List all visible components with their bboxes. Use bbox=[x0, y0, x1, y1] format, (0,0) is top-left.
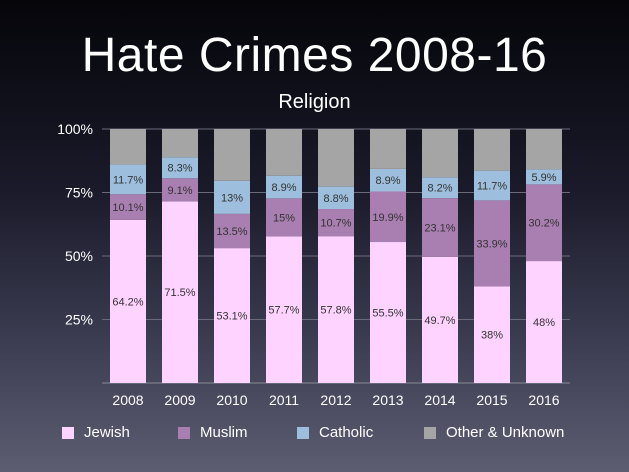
data-label: 57.8% bbox=[320, 305, 351, 317]
chart-title: Hate Crimes 2008-16 bbox=[81, 29, 548, 82]
bar-catholic bbox=[474, 170, 510, 201]
legend-swatch-other-unknown bbox=[424, 426, 436, 439]
data-label: 19.9% bbox=[372, 212, 403, 224]
bar-muslim bbox=[110, 194, 146, 220]
bar-jewish bbox=[474, 286, 510, 383]
bar-other-unknown bbox=[422, 129, 458, 178]
data-label: 13.5% bbox=[216, 226, 247, 238]
data-label: 23.1% bbox=[424, 222, 455, 234]
bar-jewish bbox=[526, 261, 562, 383]
legend-swatch-catholic bbox=[297, 426, 309, 439]
bar-catholic bbox=[526, 169, 562, 185]
data-label: 10.7% bbox=[320, 218, 351, 230]
data-label: 9.1% bbox=[167, 185, 192, 197]
bar-other-unknown bbox=[370, 129, 406, 169]
data-label: 48% bbox=[533, 317, 555, 329]
data-label: 30.2% bbox=[528, 218, 559, 230]
data-label: 8.8% bbox=[323, 193, 348, 205]
bar-other-unknown bbox=[162, 129, 198, 158]
legend-label-jewish: Jewish bbox=[84, 424, 130, 441]
legend-item-other-unknown: Other & Unknown bbox=[424, 424, 564, 441]
x-tick-label: 2008 bbox=[112, 392, 143, 408]
data-label: 8.2% bbox=[427, 183, 452, 195]
data-label: 15% bbox=[273, 212, 295, 224]
x-tick-label: 2009 bbox=[164, 392, 195, 408]
chart-subtitle: Religion bbox=[278, 91, 351, 113]
legend-item-muslim: Muslim bbox=[178, 424, 248, 441]
data-label: 13% bbox=[221, 192, 243, 204]
bar-muslim bbox=[526, 184, 562, 262]
bar-catholic bbox=[266, 175, 302, 199]
legend-label-muslim: Muslim bbox=[200, 424, 248, 441]
bar-muslim bbox=[318, 209, 354, 237]
x-tick-label: 2013 bbox=[372, 392, 403, 408]
x-tick-label: 2016 bbox=[528, 392, 559, 408]
chart-legend: Jewish Muslim Catholic Other & Unknown bbox=[0, 424, 629, 446]
legend-swatch-jewish bbox=[62, 426, 74, 439]
bar-muslim bbox=[266, 198, 302, 237]
y-tick-label: 100% bbox=[57, 121, 93, 137]
data-label: 53.1% bbox=[216, 311, 247, 323]
bar-catholic bbox=[162, 157, 198, 179]
y-tick-label: 75% bbox=[65, 185, 93, 201]
bar-muslim bbox=[370, 191, 406, 243]
x-tick-label: 2011 bbox=[269, 392, 299, 408]
bar-other-unknown bbox=[110, 129, 146, 165]
data-label: 33.9% bbox=[476, 238, 507, 250]
bar-muslim bbox=[214, 213, 250, 249]
bar-other-unknown bbox=[214, 129, 250, 181]
bar-jewish bbox=[214, 248, 250, 383]
bar-catholic bbox=[422, 177, 458, 199]
legend-label-other-unknown: Other & Unknown bbox=[446, 424, 565, 441]
bar-catholic bbox=[214, 180, 250, 214]
bar-catholic bbox=[370, 168, 406, 192]
data-label: 64.2% bbox=[112, 296, 143, 308]
legend-item-catholic: Catholic bbox=[297, 424, 373, 441]
bar-jewish bbox=[110, 219, 146, 383]
y-tick-label: 50% bbox=[65, 248, 93, 264]
data-label: 57.7% bbox=[268, 305, 299, 317]
bar-other-unknown bbox=[318, 129, 354, 187]
legend-label-catholic: Catholic bbox=[319, 424, 374, 441]
bar-jewish bbox=[370, 242, 406, 383]
data-label: 71.5% bbox=[164, 287, 195, 299]
bar-jewish bbox=[318, 236, 354, 383]
bar-jewish bbox=[266, 236, 302, 383]
x-tick-label: 2012 bbox=[320, 392, 351, 408]
bar-muslim bbox=[422, 198, 458, 257]
bar-other-unknown bbox=[526, 129, 562, 170]
bar-jewish bbox=[162, 201, 198, 383]
bar-muslim bbox=[474, 200, 510, 287]
y-tick-label: 25% bbox=[65, 312, 93, 328]
data-label: 11.7% bbox=[113, 174, 144, 186]
bar-jewish bbox=[422, 256, 458, 383]
bar-other-unknown bbox=[266, 129, 302, 176]
x-tick-label: 2014 bbox=[424, 392, 455, 408]
data-label: 8.9% bbox=[375, 175, 400, 187]
data-label: 10.1% bbox=[112, 202, 143, 214]
data-label: 55.5% bbox=[372, 308, 403, 320]
x-tick-label: 2015 bbox=[476, 392, 507, 408]
data-label: 8.3% bbox=[167, 163, 192, 175]
data-label: 38% bbox=[481, 330, 503, 342]
bar-muslim bbox=[162, 178, 198, 202]
data-label: 8.9% bbox=[271, 182, 296, 194]
data-label: 11.7% bbox=[477, 181, 508, 193]
legend-swatch-muslim bbox=[178, 426, 190, 439]
bar-other-unknown bbox=[474, 129, 510, 171]
x-tick-label: 2010 bbox=[216, 392, 247, 408]
data-label: 49.7% bbox=[424, 315, 455, 327]
bar-catholic bbox=[318, 186, 354, 210]
bar-catholic bbox=[110, 164, 146, 195]
legend-item-jewish: Jewish bbox=[62, 424, 130, 441]
data-label: 5.9% bbox=[531, 172, 556, 184]
